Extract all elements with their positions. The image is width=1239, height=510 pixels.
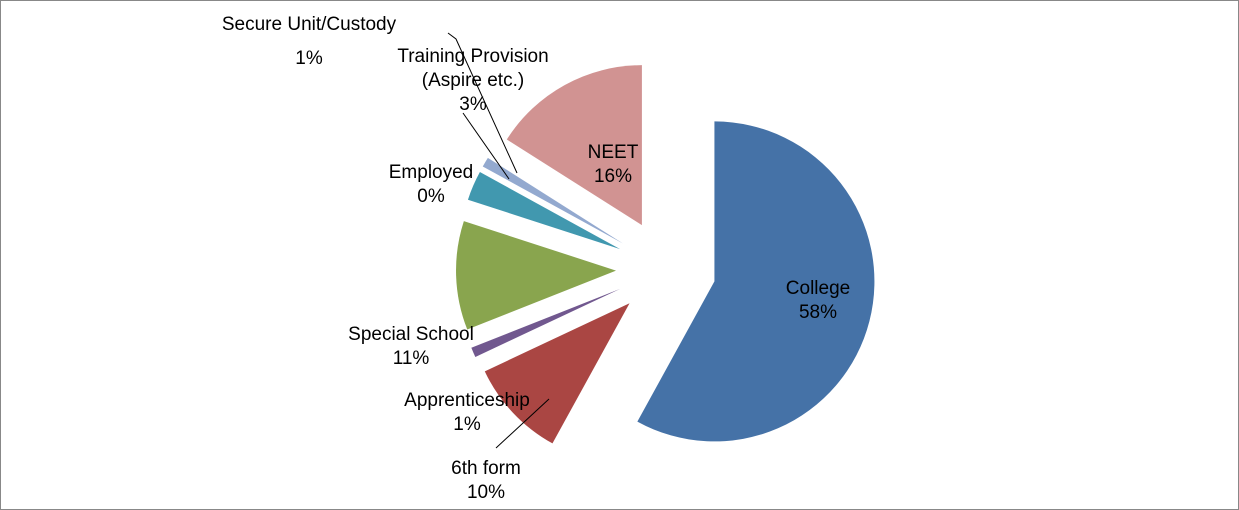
pie-slice: [467, 172, 621, 250]
leader-line: [447, 32, 518, 174]
data-label: College 58%: [758, 277, 878, 325]
pie-slice: [482, 157, 623, 244]
data-label: Training Provision (Aspire etc.) 3%: [368, 45, 578, 117]
data-label: Apprenticeship 1%: [367, 389, 567, 437]
category-label: NEET: [587, 142, 639, 163]
value-label: 16%: [593, 166, 633, 187]
data-label: Special School 11%: [311, 323, 511, 371]
data-label: Secure Unit/Custody 1%: [189, 13, 429, 71]
pie-slice: [471, 288, 621, 357]
value-label: 1%: [453, 414, 481, 435]
pie-slice: [506, 65, 642, 226]
value-label: 0%: [417, 186, 445, 207]
category-label: Secure Unit/Custody: [221, 14, 397, 35]
value-label: 10%: [466, 482, 506, 503]
category-label: College: [785, 278, 851, 299]
leader-line: [495, 398, 550, 449]
category-label: Apprenticeship: [404, 390, 530, 411]
value-label: 1%: [295, 48, 323, 69]
pie-slice: [484, 303, 630, 444]
value-label: 3%: [459, 94, 487, 115]
category-label: Training Provision (Aspire etc.): [397, 46, 549, 91]
data-label: NEET 16%: [563, 141, 663, 189]
category-label: 6th form: [451, 458, 521, 479]
data-label: Employed 0%: [351, 161, 511, 209]
value-label: 58%: [798, 302, 838, 323]
pie-slice: [466, 204, 619, 254]
leader-line: [462, 112, 510, 180]
pie-slice: [637, 121, 875, 442]
value-label: 11%: [392, 348, 430, 369]
category-label: Special School: [348, 324, 474, 345]
pie-slice: [456, 221, 617, 330]
data-label: 6th form 10%: [416, 457, 556, 505]
category-label: Employed: [388, 162, 474, 183]
